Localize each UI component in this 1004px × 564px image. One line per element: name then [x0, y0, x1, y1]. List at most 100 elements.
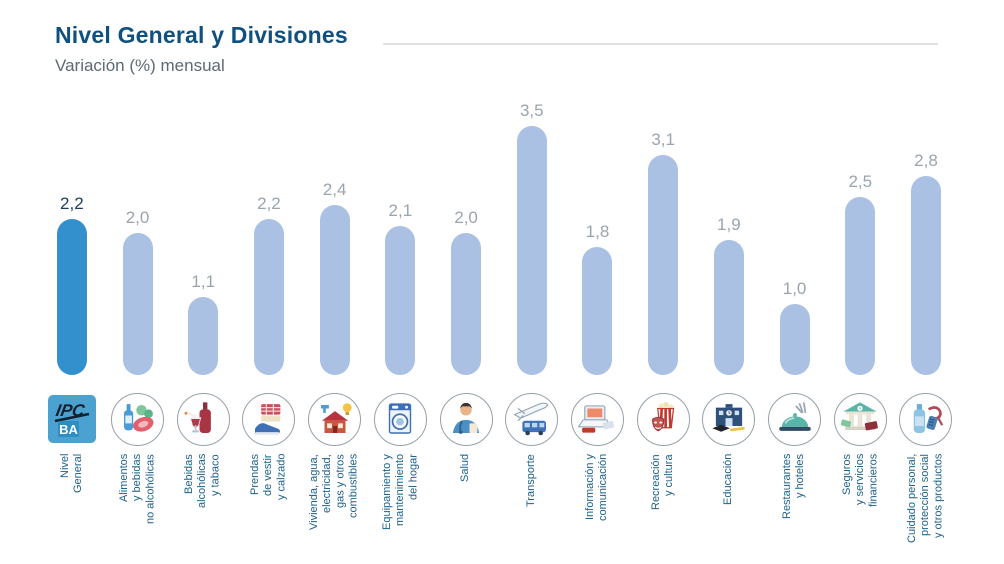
transport-icon — [505, 391, 559, 447]
category-label: Seguros y servicios financieros — [840, 454, 879, 508]
category-label-wrap: Educación — [722, 454, 735, 564]
header-divider-line — [383, 43, 938, 45]
category-label-wrap: Transporte — [525, 454, 538, 564]
chart-column: 2,0 Alimentos y bebidas no alcohólicas — [105, 125, 171, 564]
category-label: Nivel General — [58, 454, 84, 494]
category-label: Alimentos y bebidas no alcohólicas — [117, 454, 157, 524]
category-label: Recreación y cultura — [649, 454, 676, 510]
food-and-beverages-icon — [111, 391, 165, 447]
housing-utilities-icon — [308, 391, 362, 447]
ipc-ba-logo-icon: IPC BA — [47, 391, 96, 447]
bar-area: 2,1 — [368, 125, 434, 375]
bar-area: 1,8 — [565, 125, 631, 375]
chart-column: 3,1 Recreación y cultura — [630, 125, 696, 564]
bar-area: 2,8 — [893, 125, 959, 375]
bar — [122, 233, 153, 375]
svg-text:BA: BA — [59, 422, 78, 437]
bar-area: 2,5 — [827, 125, 893, 375]
recreation-culture-icon — [636, 391, 690, 447]
category-label: Equipamiento y mantenimiento del hogar — [380, 454, 419, 530]
chart-column: 2,0 Salud — [433, 125, 499, 564]
chart-column: 1,8 Información y comunicación — [565, 125, 631, 564]
bar-value-label: 3,1 — [651, 130, 675, 149]
education-icon — [702, 391, 756, 447]
bar — [319, 205, 350, 375]
category-label-wrap: Información y comunicación — [584, 454, 610, 564]
category-label-wrap: Seguros y servicios financieros — [841, 454, 881, 564]
category-label: Restaurantes y hoteles — [781, 454, 807, 520]
bar-value-label: 3,5 — [519, 101, 544, 120]
restaurants-hotels-icon — [768, 391, 822, 447]
chart-column: 2,5 Seguros y servicios financieros — [827, 125, 893, 564]
alcohol-tobacco-icon — [176, 391, 230, 447]
category-label: Información y comunicación — [584, 454, 610, 522]
bar-area: 1,9 — [696, 125, 762, 375]
category-label-wrap: Alimentos y bebidas no alcohólicas — [118, 454, 158, 564]
bar — [648, 155, 679, 375]
category-label-wrap: Equipamiento y mantenimiento del hogar — [381, 454, 421, 564]
personal-care-icon — [899, 391, 953, 447]
category-label-wrap: Restaurantes y hoteles — [781, 454, 807, 564]
category-label: Cuidado personal, protección social y ot… — [906, 454, 945, 544]
bar-value-label: 2,0 — [454, 208, 478, 227]
bar-area: 2,0 — [105, 125, 171, 375]
category-label-wrap: Recreación y cultura — [650, 454, 676, 564]
chart-column: 2,2 IPC BA Nivel General — [39, 125, 105, 564]
chart-column: 2,2 Prendas de vestir y calzado — [236, 125, 302, 564]
chart-column: 1,0 Restaurantes y hoteles — [762, 125, 828, 564]
bar-value-label: 2,8 — [914, 151, 938, 170]
bar-area: 2,2 — [236, 125, 302, 375]
bar-value-label: 2,2 — [60, 194, 84, 213]
chart-column: 2,4 Vivienda, agua, electricidad, gas y … — [302, 125, 368, 564]
category-label: Transporte — [525, 454, 538, 507]
page-subtitle: Variación (%) mensual — [55, 56, 225, 75]
category-label-wrap: Vivienda, agua, electricidad, gas y otro… — [308, 454, 361, 564]
health-icon — [439, 391, 493, 447]
bar-value-label: 2,0 — [125, 208, 150, 227]
bar-area: 3,1 — [630, 125, 696, 375]
bar-area: 2,4 — [302, 125, 368, 375]
category-label: Salud — [459, 454, 472, 483]
chart-column: 2,1 Equipamiento y mantenimiento del hog… — [368, 125, 434, 564]
category-label: Bebidas alcohólicas y tabaco — [183, 454, 222, 509]
bar-value-label: 1,0 — [782, 279, 807, 298]
chart-header: Nivel General y Divisiones Variación (%)… — [55, 22, 348, 76]
category-label: Educación — [722, 454, 735, 506]
bar — [779, 304, 810, 375]
category-label-wrap: Bebidas alcohólicas y tabaco — [183, 454, 223, 564]
chart-column: 2,8 Cuidado personal, protección social … — [893, 125, 959, 564]
clothing-footwear-icon — [242, 391, 296, 447]
home-equipment-icon — [373, 391, 427, 447]
bar-area: 2,0 — [433, 125, 499, 375]
bar-chart: 2,2 IPC BA Nivel General 2,0 Alimentos y … — [39, 101, 959, 564]
bar — [451, 233, 482, 375]
chart-column: 3,5 Transporte — [499, 101, 565, 564]
bar — [713, 240, 744, 375]
category-label: Vivienda, agua, electricidad, gas y otro… — [308, 454, 360, 530]
category-label-wrap: Prendas de vestir y calzado — [249, 454, 289, 564]
bar-value-label: 2,1 — [388, 201, 413, 220]
bar-value-label: 1,8 — [585, 222, 610, 241]
bar — [253, 219, 284, 375]
bar-area: 3,5 — [499, 101, 565, 375]
chart-column: 1,1 Bebidas alcohólicas y tabaco — [170, 125, 236, 564]
bar-value-label: 2,2 — [257, 194, 281, 213]
bar-value-label: 1,9 — [717, 215, 741, 234]
bar — [582, 247, 613, 375]
bar-area: 1,1 — [170, 125, 236, 375]
bar — [188, 297, 219, 375]
information-communication-icon — [570, 391, 624, 447]
bar-value-label: 2,5 — [848, 172, 873, 191]
bar — [385, 226, 416, 375]
bar — [516, 126, 547, 375]
bar-value-label: 2,4 — [322, 180, 347, 199]
bar — [845, 197, 876, 375]
category-label-wrap: Cuidado personal, protección social y ot… — [906, 454, 946, 564]
bar-value-label: 1,1 — [191, 272, 216, 291]
bar-area: 1,0 — [762, 125, 828, 375]
bar-area: 2,2 — [39, 125, 105, 375]
chart-column: 1,9 Educación — [696, 125, 762, 564]
bar — [56, 219, 87, 375]
insurance-financial-icon — [833, 391, 887, 447]
